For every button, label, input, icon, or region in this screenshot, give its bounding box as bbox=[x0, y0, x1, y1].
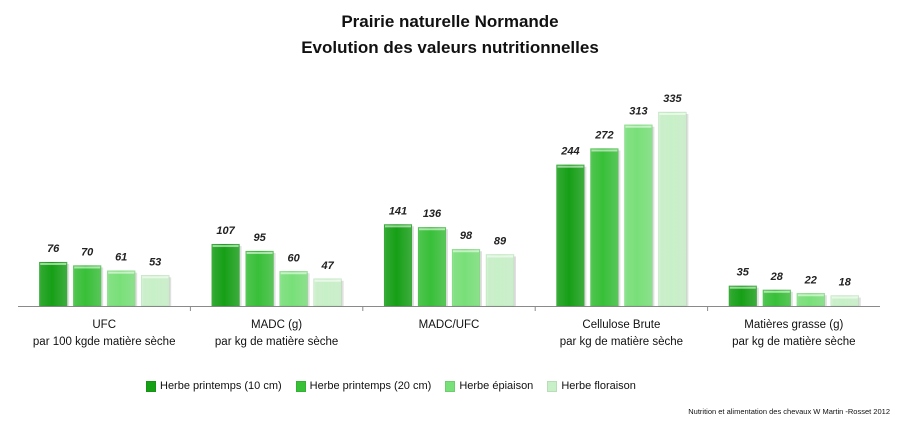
legend: Herbe printemps (10 cm) Herbe printemps (… bbox=[146, 380, 636, 392]
bar-highlight bbox=[453, 250, 479, 253]
bar-highlight bbox=[659, 113, 686, 115]
data-label: 28 bbox=[770, 271, 784, 283]
bar-highlight bbox=[314, 279, 341, 282]
category-label: Matières grasse (g) bbox=[744, 319, 843, 331]
bar bbox=[417, 226, 447, 307]
data-label: 61 bbox=[115, 252, 127, 264]
bar bbox=[383, 224, 413, 307]
legend-item: Herbe floraison bbox=[547, 380, 636, 392]
legend-label: Herbe épiaison bbox=[459, 380, 534, 392]
bar-highlight bbox=[487, 255, 513, 258]
bar bbox=[106, 270, 136, 307]
bar bbox=[796, 293, 826, 307]
data-label: 22 bbox=[804, 274, 817, 286]
bar bbox=[140, 275, 170, 307]
legend-item: Herbe printemps (10 cm) bbox=[146, 380, 282, 392]
bar bbox=[451, 248, 481, 307]
data-label: 53 bbox=[149, 256, 161, 268]
bar bbox=[624, 124, 653, 307]
data-label: 107 bbox=[216, 225, 235, 237]
bar-highlight bbox=[557, 165, 584, 168]
bar bbox=[556, 164, 585, 307]
chart-subtitle: Evolution des valeurs nutritionnelles bbox=[301, 38, 599, 57]
category-label: par kg de matière sèche bbox=[560, 336, 683, 348]
source-note: Nutrition et alimentation des chevaux W … bbox=[688, 407, 890, 416]
data-label: 70 bbox=[81, 246, 94, 258]
bar bbox=[313, 278, 342, 307]
data-label: 18 bbox=[839, 277, 852, 289]
bar-highlight bbox=[40, 262, 67, 265]
bar-highlight bbox=[142, 276, 169, 279]
bar bbox=[38, 261, 68, 307]
bar bbox=[279, 271, 308, 307]
bar-highlight bbox=[246, 251, 273, 254]
bar-highlight bbox=[797, 294, 824, 297]
bar bbox=[245, 250, 274, 307]
legend-swatch bbox=[445, 380, 456, 392]
data-label: 98 bbox=[460, 230, 473, 242]
bar bbox=[762, 289, 792, 307]
category-label: MADC (g) bbox=[251, 319, 302, 331]
bar bbox=[658, 111, 687, 307]
data-label: 95 bbox=[253, 232, 266, 244]
data-label: 76 bbox=[47, 243, 60, 255]
data-label: 47 bbox=[320, 260, 334, 272]
chart-title: Prairie naturelle Normande bbox=[341, 12, 559, 31]
bar-highlight bbox=[212, 245, 239, 248]
legend-item: Herbe épiaison bbox=[445, 380, 533, 392]
bar bbox=[72, 265, 102, 307]
data-label: 141 bbox=[389, 205, 407, 217]
category-label: par kg de matière sèche bbox=[215, 336, 338, 348]
bar-highlight bbox=[763, 290, 790, 293]
bar-highlight bbox=[591, 149, 618, 152]
bar-highlight bbox=[385, 225, 411, 228]
bar-highlight bbox=[729, 286, 756, 289]
data-label: 136 bbox=[423, 208, 442, 220]
category-label: UFC bbox=[92, 319, 116, 331]
category-label: Cellulose Brute bbox=[582, 319, 660, 331]
category-label: par 100 kgde matière sèche bbox=[33, 336, 176, 348]
data-label: 244 bbox=[560, 146, 579, 158]
legend-label: Herbe floraison bbox=[561, 380, 636, 392]
bar bbox=[590, 148, 619, 307]
bar-highlight bbox=[108, 271, 135, 274]
bar-highlight bbox=[280, 272, 307, 275]
data-label: 272 bbox=[594, 129, 613, 141]
bar bbox=[211, 243, 240, 307]
bar bbox=[728, 285, 758, 307]
bar-highlight bbox=[625, 125, 652, 128]
bar-highlight bbox=[74, 266, 101, 269]
legend-swatch bbox=[146, 380, 156, 392]
data-label: 89 bbox=[494, 235, 507, 247]
data-label: 35 bbox=[737, 267, 750, 279]
category-label: MADC/UFC bbox=[419, 319, 480, 331]
bar bbox=[830, 295, 860, 307]
bar-highlight bbox=[419, 228, 445, 231]
legend-swatch bbox=[547, 380, 558, 392]
data-label: 60 bbox=[287, 252, 300, 264]
data-label: 335 bbox=[663, 93, 682, 105]
category-label: par kg de matière sèche bbox=[732, 336, 855, 348]
legend-label: Herbe printemps (20 cm) bbox=[309, 380, 432, 392]
legend-swatch bbox=[295, 380, 306, 392]
bar-chart: 76 70 61 53 UFC par 100 kgde matière sèche 107… bbox=[18, 93, 880, 348]
data-label: 313 bbox=[629, 106, 647, 118]
bar bbox=[485, 254, 515, 307]
bar-highlight bbox=[831, 296, 858, 299]
legend-item: Herbe printemps (20 cm) bbox=[295, 380, 432, 392]
legend-label: Herbe printemps (10 cm) bbox=[160, 380, 282, 392]
